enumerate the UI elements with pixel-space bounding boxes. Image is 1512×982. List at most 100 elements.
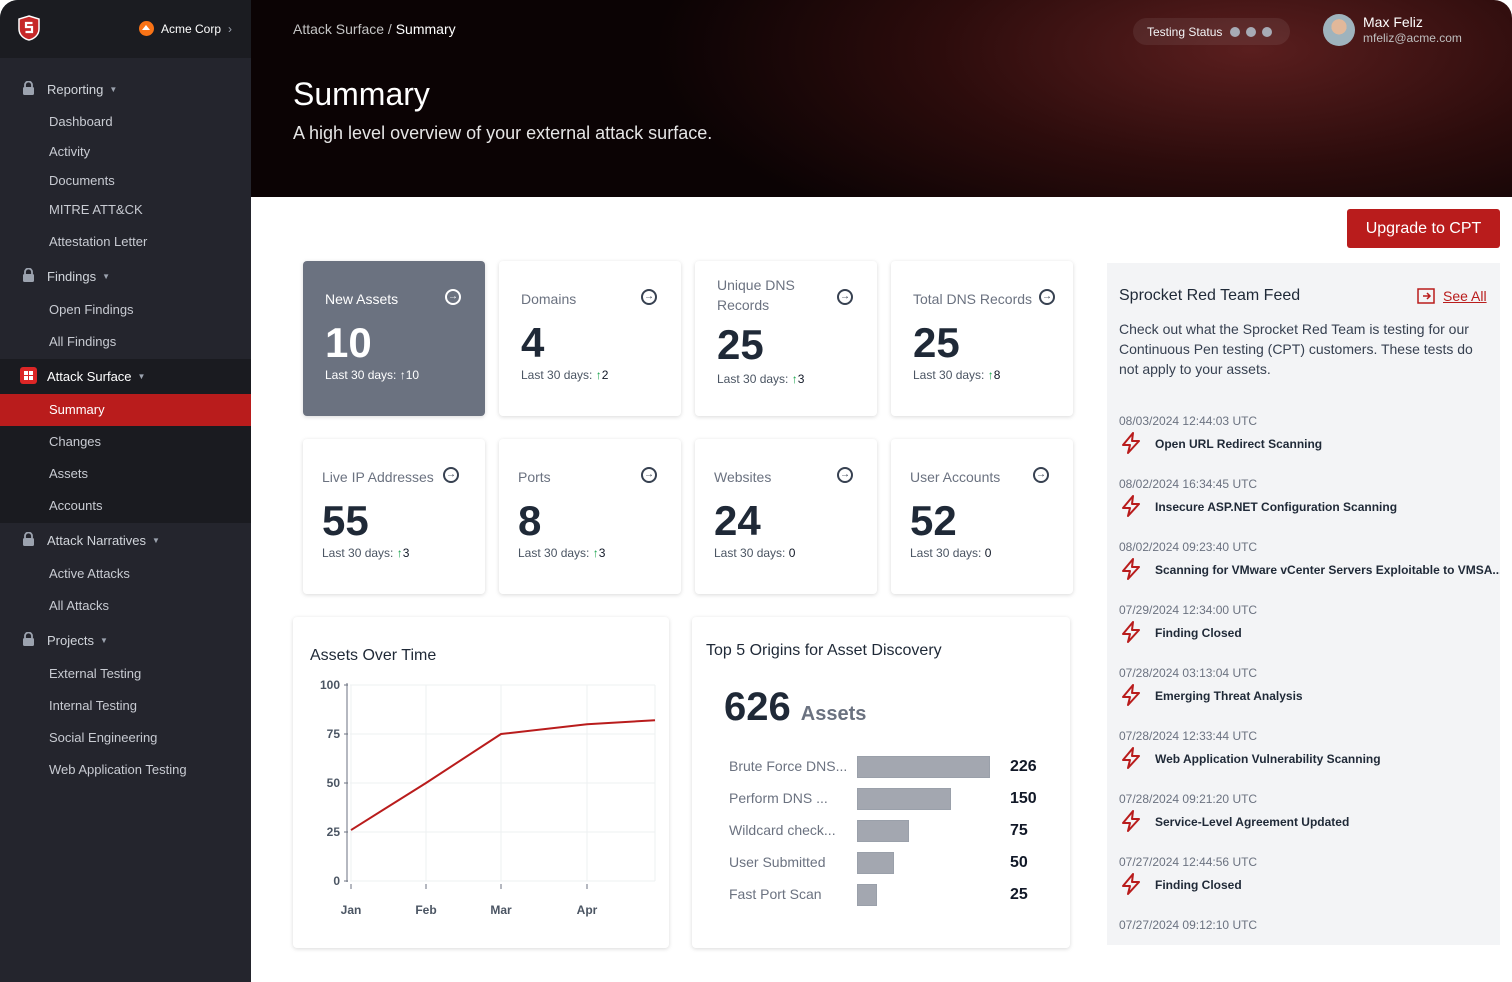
bar-value: 50 — [1010, 854, 1028, 871]
sidebar-item-internal-testing[interactable]: Internal Testing — [49, 698, 137, 713]
sidebar-group-label: Projects — [47, 632, 94, 648]
page-title: Summary — [293, 76, 430, 112]
lock-icon — [22, 267, 35, 282]
feed-item-title: Finding Closed — [1155, 878, 1242, 892]
breadcrumb-parent[interactable]: Attack Surface / — [293, 21, 392, 37]
sidebar-item-social-engineering[interactable]: Social Engineering — [49, 730, 158, 745]
sidebar-item-activity[interactable]: Activity — [49, 144, 91, 159]
sidebar-item-open-findings[interactable]: Open Findings — [49, 302, 134, 317]
delta-value: 8 — [993, 368, 1001, 382]
bar-row[interactable]: Brute Force DNS... 226 — [729, 756, 1049, 778]
testing-status[interactable]: Testing Status — [1133, 18, 1290, 45]
arrow-right-circle-icon[interactable]: → — [443, 467, 459, 483]
bar-row[interactable]: Perform DNS ... 150 — [729, 788, 1049, 810]
feed-item-title: Service-Level Agreement Updated — [1155, 815, 1350, 829]
feed-item[interactable]: 08/02/2024 09:23:40 UTC Scanning for VMwa… — [1119, 540, 1500, 603]
feed-item[interactable]: 07/27/2024 09:12:10 UTC — [1119, 918, 1494, 945]
stat-card-value: 52 — [910, 497, 957, 544]
sidebar-item-external-testing[interactable]: External Testing — [49, 666, 142, 681]
last-30-label: Last 30 days: — [910, 546, 982, 560]
line-chart: 0 25 50 75 100 Jan Feb Mar Apr — [320, 678, 656, 917]
stat-card-delta: Last 30 days: ↑2 — [521, 368, 608, 382]
sidebar-item-summary[interactable]: Summary — [0, 394, 251, 426]
feed-item[interactable]: 07/28/2024 09:21:20 UTC Service-Level Agr… — [1119, 792, 1494, 855]
user-name: Max Feliz — [1363, 14, 1423, 30]
feed-item[interactable]: 08/03/2024 12:44:03 UTC Open URL Redirect… — [1119, 414, 1494, 477]
arrow-right-circle-icon[interactable]: → — [1039, 289, 1055, 305]
see-all-link[interactable]: See All — [1417, 288, 1487, 304]
sidebar-header: Acme Corp › — [0, 0, 251, 58]
feed-item[interactable]: 07/29/2024 12:34:00 UTC Finding Closed — [1119, 603, 1494, 666]
feed-item-title: Open URL Redirect Scanning — [1155, 437, 1323, 451]
sidebar-item-assets[interactable]: Assets — [49, 466, 89, 481]
stat-card-unique-dns-records[interactable]: Unique DNS Records → 25 Last 30 days: ↑3 — [695, 261, 877, 416]
feed-item-title: Finding Closed — [1155, 626, 1242, 640]
bar-row[interactable]: Fast Port Scan 25 — [729, 884, 1049, 906]
last-30-label: Last 30 days: — [913, 368, 985, 382]
bar — [857, 852, 894, 874]
sidebar-item-all-findings[interactable]: All Findings — [49, 334, 117, 349]
external-link-icon — [1417, 288, 1435, 304]
x-tick-label: Feb — [415, 903, 436, 917]
feed-item[interactable]: 08/02/2024 16:34:45 UTC Insecure ASP.NET … — [1119, 477, 1494, 540]
feed-timestamp: 08/02/2024 09:23:40 UTC — [1119, 540, 1258, 554]
arrow-right-circle-icon[interactable]: → — [445, 289, 461, 305]
arrow-right-circle-icon[interactable]: → — [837, 467, 853, 483]
y-tick-label: 25 — [327, 825, 341, 839]
bar-row[interactable]: Wildcard check... 75 — [729, 820, 1049, 842]
status-dot-icon — [1262, 26, 1273, 37]
bar-row[interactable]: User Submitted 50 — [729, 852, 1049, 874]
feed-item[interactable]: 07/27/2024 12:44:56 UTC Finding Closed — [1119, 855, 1494, 918]
bar — [857, 756, 990, 778]
sidebar-item-active-attacks[interactable]: Active Attacks — [49, 566, 130, 581]
upgrade-button[interactable]: Upgrade to CPT — [1347, 209, 1500, 248]
stat-card-value: 55 — [322, 497, 369, 544]
sidebar-item-dashboard[interactable]: Dashboard — [49, 114, 113, 129]
page-header: Attack Surface / Summary Summary A high … — [251, 0, 1512, 197]
status-dot-icon — [1246, 26, 1257, 37]
lightning-icon — [1121, 684, 1141, 706]
breadcrumb-current: Summary — [395, 21, 456, 37]
stat-card-total-dns-records[interactable]: Total DNS Records → 25 Last 30 days: ↑8 — [891, 261, 1073, 416]
stat-card-value: 4 — [521, 319, 545, 366]
stat-card-new-assets[interactable]: New Assets → 10 Last 30 days: ↑10 — [303, 261, 485, 416]
sidebar-group-findings[interactable]: Findings ▼ — [0, 267, 251, 285]
sidebar: Acme Corp › Reporting ▼ Dashboard Activity D… — [0, 0, 251, 982]
delta-value: 3 — [402, 546, 410, 560]
stat-card-user-accounts[interactable]: User Accounts → 52 Last 30 days: 0 — [891, 439, 1073, 594]
delta-value: 3 — [598, 546, 606, 560]
lightning-icon — [1121, 810, 1141, 832]
stat-card-live-ip-addresses[interactable]: Live IP Addresses → 55 Last 30 days: ↑3 — [303, 439, 485, 594]
feed-item[interactable]: 07/28/2024 12:33:44 UTC Web Application V… — [1119, 729, 1494, 792]
arrow-right-circle-icon[interactable]: → — [641, 289, 657, 305]
sidebar-item-all-attacks[interactable]: All Attacks — [49, 598, 109, 613]
feed-item[interactable]: 07/28/2024 03:13:04 UTC Emerging Threat A… — [1119, 666, 1494, 729]
feed-item-title: Emerging Threat Analysis — [1155, 689, 1303, 703]
series-line — [350, 719, 656, 831]
feed-timestamp: 08/03/2024 12:44:03 UTC — [1119, 414, 1258, 428]
sidebar-item-web-application-testing[interactable]: Web Application Testing — [49, 762, 187, 777]
stat-card-ports[interactable]: Ports → 8 Last 30 days: ↑3 — [499, 439, 681, 594]
sidebar-group-projects[interactable]: Projects ▼ — [0, 631, 251, 649]
sidebar-item-mitre-att-ck[interactable]: MITRE ATT&CK — [49, 202, 143, 217]
org-switcher[interactable]: Acme Corp › — [139, 21, 232, 36]
sidebar-group-attack-surface[interactable]: Attack Surface ▼ — [0, 367, 251, 385]
feed-timestamp: 07/29/2024 12:34:00 UTC — [1119, 603, 1258, 617]
arrow-right-circle-icon[interactable]: → — [837, 289, 853, 305]
sidebar-item-accounts[interactable]: Accounts — [49, 498, 103, 513]
sidebar-item-attestation-letter[interactable]: Attestation Letter — [49, 234, 148, 249]
sidebar-item-documents[interactable]: Documents — [49, 173, 115, 188]
sidebar-group-attack-narratives[interactable]: Attack Narratives ▼ — [0, 531, 251, 549]
feed-timestamp: 08/02/2024 16:34:45 UTC — [1119, 477, 1258, 491]
stat-card-websites[interactable]: Websites → 24 Last 30 days: 0 — [695, 439, 877, 594]
arrow-right-circle-icon[interactable]: → — [641, 467, 657, 483]
user-menu[interactable]: Max Feliz mfeliz@acme.com — [1323, 14, 1462, 46]
stat-card-domains[interactable]: Domains → 4 Last 30 days: ↑2 — [499, 261, 681, 416]
chevron-right-icon: › — [228, 21, 233, 36]
assets-over-time-panel: Assets Over Time 0 25 50 75 100 Jan Feb Mar Apr — [293, 617, 669, 948]
sidebar-group-reporting[interactable]: Reporting ▼ — [0, 80, 251, 98]
sidebar-item-changes[interactable]: Changes — [49, 434, 102, 449]
x-tick-label: Jan — [341, 903, 362, 917]
sprocket-logo[interactable] — [17, 15, 41, 41]
arrow-right-circle-icon[interactable]: → — [1033, 467, 1049, 483]
